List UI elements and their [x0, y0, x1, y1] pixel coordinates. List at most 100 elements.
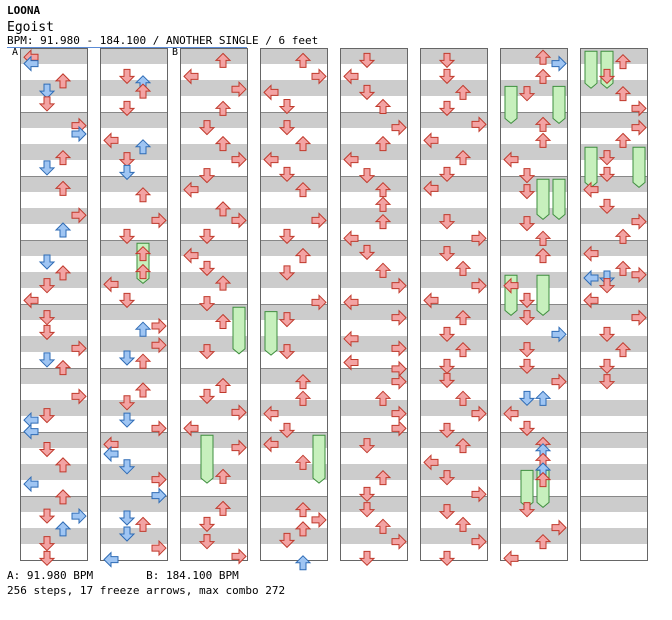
step-arrow-right: [391, 277, 407, 294]
step-arrow-up: [374, 213, 392, 230]
beat-stripe: [20, 112, 88, 128]
chart-column-frame: [260, 48, 328, 561]
step-arrow-up: [374, 262, 392, 278]
step-arrow-right: [391, 340, 407, 357]
step-arrow-left: [583, 245, 599, 262]
beat-stripe: [340, 272, 408, 288]
beat-stripe: [340, 368, 408, 384]
step-arrow-up: [534, 116, 552, 132]
step-arrow-up: [374, 518, 392, 534]
step-arrow-up: [134, 187, 152, 203]
step-arrow-down: [518, 358, 536, 375]
step-arrow-left: [503, 405, 519, 422]
song-title: Egoist: [7, 20, 54, 35]
beat-stripe: [580, 496, 648, 512]
freeze-arrow: [232, 306, 246, 355]
step-arrow-right: [551, 519, 567, 536]
beat-stripe: [100, 400, 168, 416]
step-arrow-down: [198, 344, 216, 360]
step-arrow-up: [294, 454, 312, 470]
step-arrow-up: [454, 260, 472, 276]
step-arrow-down: [438, 358, 456, 375]
step-arrow-down: [358, 550, 376, 567]
beat-stripe: [500, 208, 568, 224]
step-arrow-right: [231, 80, 247, 98]
step-arrow-up: [214, 377, 232, 394]
step-arrow-right: [471, 116, 487, 133]
step-arrow-left: [343, 294, 359, 311]
step-arrow-down: [518, 292, 536, 309]
beat-stripe: [20, 336, 88, 352]
beat-stripe: [180, 304, 248, 320]
step-arrow-up: [374, 181, 392, 198]
step-arrow-up: [54, 180, 72, 196]
step-arrow-right: [391, 309, 407, 326]
step-arrow-left: [183, 181, 199, 198]
beat-stripe: [500, 176, 568, 192]
step-arrow-down: [278, 166, 296, 183]
step-arrow-left: [103, 132, 119, 149]
step-arrow-right: [631, 119, 647, 136]
step-arrow-up: [374, 135, 392, 152]
step-arrow-up: [214, 135, 232, 152]
step-arrow-left: [183, 420, 199, 437]
beat-stripe: [340, 176, 408, 192]
step-arrow-up: [454, 149, 472, 166]
step-arrow-down: [518, 168, 536, 184]
step-arrow-down: [118, 228, 136, 245]
step-arrow-up: [454, 390, 472, 406]
step-arrow-up: [214, 100, 232, 116]
freeze-arrow: [536, 178, 550, 221]
step-arrow-down: [598, 68, 616, 85]
step-arrow-up: [374, 98, 392, 114]
freeze-arrow: [552, 85, 566, 125]
step-arrow-down: [118, 100, 136, 117]
step-arrow-up: [54, 489, 72, 505]
beat-stripe: [580, 528, 648, 544]
step-arrow-left: [343, 354, 359, 371]
step-arrow-right: [151, 471, 167, 488]
step-arrow-up: [134, 263, 152, 280]
step-arrow-right: [391, 405, 407, 422]
step-arrow-up: [454, 516, 472, 532]
beat-stripe: [580, 112, 648, 128]
step-arrow-down: [198, 260, 216, 277]
beat-stripe: [20, 304, 88, 320]
beat-stripe: [260, 208, 328, 224]
step-arrow-down: [198, 516, 216, 533]
step-arrow-down: [438, 422, 456, 439]
beat-stripe: [180, 208, 248, 224]
step-arrow-left: [183, 68, 199, 85]
step-arrow-up: [134, 321, 152, 337]
step-arrow-up: [374, 390, 392, 406]
step-arrow-left: [423, 454, 439, 471]
step-arrow-down: [118, 510, 136, 526]
step-arrow-down: [438, 550, 456, 567]
step-arrow-right: [391, 420, 407, 437]
step-arrow-up: [54, 521, 72, 537]
step-arrow-up: [54, 359, 72, 376]
step-arrow-left: [343, 330, 359, 348]
step-arrow-down: [438, 52, 456, 69]
step-arrow-down: [38, 278, 56, 294]
step-arrow-down: [198, 388, 216, 405]
freeze-arrow: [264, 311, 278, 356]
step-arrow-up: [534, 471, 552, 488]
step-arrow-up: [294, 52, 312, 68]
beat-stripe: [180, 400, 248, 416]
step-arrow-down: [518, 342, 536, 358]
chart-column-frame: [20, 48, 88, 561]
beat-stripe: [420, 336, 488, 352]
step-arrow-up: [214, 52, 232, 68]
beat-stripe: [20, 528, 88, 544]
step-arrow-down: [438, 166, 456, 183]
step-arrow-down: [38, 408, 56, 424]
beat-stripe: [340, 80, 408, 96]
step-arrow-up: [214, 275, 232, 291]
beat-stripe: [500, 144, 568, 160]
beat-stripe: [500, 432, 568, 448]
beat-stripe: [20, 240, 88, 256]
beat-stripe: [580, 464, 648, 480]
bpm-legend: A: 91.980 BPM B: 184.100 BPM: [7, 569, 239, 582]
beat-stripe: [20, 80, 88, 96]
